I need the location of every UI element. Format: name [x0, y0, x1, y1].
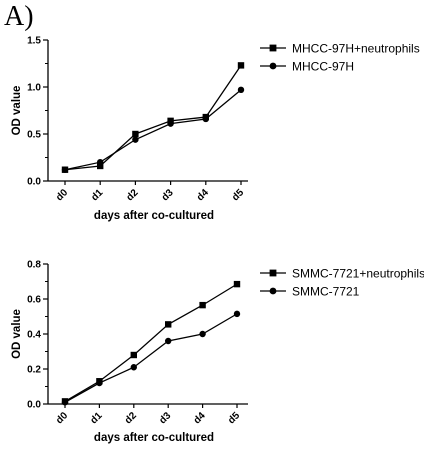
y-tick-label: 0.8	[27, 260, 41, 271]
series-line	[64, 89, 242, 171]
x-axis-title: days after co-cultured	[94, 432, 214, 444]
data-point-circle	[237, 86, 245, 94]
chart-1: 0.0 0.5 1.0 1.5 d0 d1 d2 d3 d4 d5 days after co-cu…	[11, 36, 420, 223]
series-2: MHCC-97H	[61, 60, 354, 173]
data-point-circle	[233, 310, 241, 318]
data-point-square	[130, 351, 137, 359]
data-point-circle	[130, 364, 137, 371]
x-tick-label: d4	[195, 187, 211, 203]
series-line	[64, 283, 238, 402]
x-axis-title: days after co-cultured	[94, 210, 214, 222]
data-point-circle	[61, 399, 69, 406]
data-point-square	[237, 62, 245, 69]
x-tick-label: d4	[192, 410, 208, 426]
legend-label: MHCC-97H+neutrophils	[292, 42, 420, 56]
legend-marker-square	[269, 44, 277, 52]
series-1: MHCC-97H+neutrophils	[61, 42, 420, 173]
data-point-square	[97, 162, 104, 170]
y-tick-label: 0.2	[27, 365, 41, 376]
series-1: SMMC-7721+neutrophils	[61, 267, 424, 405]
y-tick-label: 0.4	[27, 330, 41, 341]
x-tick-label: d0	[54, 187, 70, 203]
y-axis-title: OD value	[11, 86, 23, 136]
x-tick-label: d1	[89, 187, 105, 203]
legend-marker-circle	[269, 62, 277, 70]
y-tick-label: 0.6	[27, 295, 41, 306]
series-2: SMMC-7721	[61, 285, 360, 406]
data-point-square	[165, 321, 172, 328]
y-tick-label: 0.5	[27, 130, 41, 141]
y-tick-label: 1.0	[27, 83, 41, 94]
data-point-square	[199, 301, 206, 309]
legend-label: MHCC-97H	[292, 60, 354, 74]
legend-marker-square	[269, 269, 277, 277]
data-point-square	[132, 130, 139, 138]
x-tick-label: d3	[160, 187, 176, 203]
data-point-circle	[132, 136, 139, 143]
chart-2: 0.0 0.2 0.4 0.6 0.8 d0 d1 d2 d3 d4 d5 days after co…	[11, 260, 424, 445]
series-line	[64, 313, 238, 403]
x-tick-label: d5	[230, 187, 246, 203]
data-point-circle	[199, 330, 206, 338]
data-point-circle	[96, 379, 103, 387]
legend-label: SMMC-7721	[292, 285, 360, 299]
y-tick-label: 1.5	[27, 36, 41, 47]
data-point-square	[233, 280, 241, 288]
series-line	[64, 65, 242, 171]
data-point-circle	[167, 120, 174, 127]
x-tick-label: d1	[88, 410, 104, 426]
panel-label: A)	[4, 1, 34, 32]
legend-label: SMMC-7721+neutrophils	[292, 267, 424, 281]
data-point-circle	[97, 159, 104, 166]
y-tick-label: 0.0	[27, 177, 41, 188]
data-point-circle	[61, 166, 69, 173]
y-tick-label: 0.0	[27, 400, 41, 411]
x-tick-label: d0	[54, 410, 70, 426]
x-tick-label: d5	[226, 410, 242, 426]
x-tick-label: d2	[124, 187, 140, 203]
data-point-circle	[165, 337, 172, 345]
legend-marker-circle	[269, 287, 277, 295]
data-point-circle	[202, 115, 209, 123]
y-axis-title: OD value	[11, 309, 23, 359]
x-tick-label: d2	[123, 410, 139, 426]
x-tick-label: d3	[157, 410, 173, 426]
